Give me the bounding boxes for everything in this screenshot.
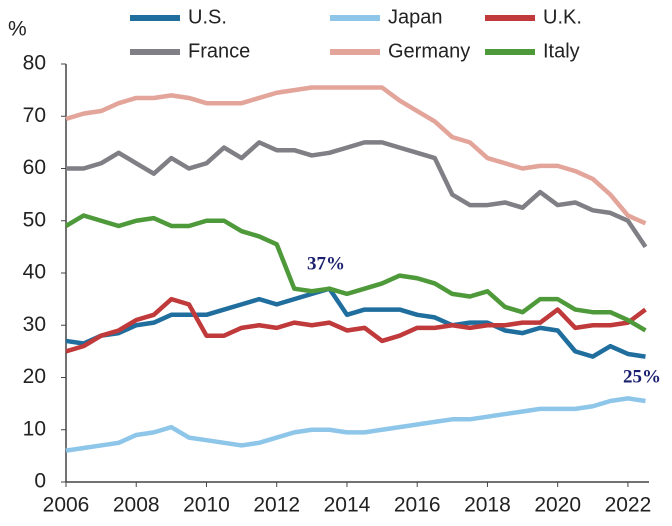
series-line — [65, 396, 646, 453]
y-tick-label: 70 — [23, 104, 46, 127]
series-line — [65, 296, 647, 354]
annotation: 25% — [623, 366, 661, 387]
legend-label: Italy — [543, 40, 580, 62]
x-tick-label: 2016 — [394, 494, 441, 517]
x-tick-label: 2010 — [183, 494, 230, 517]
legend-label: U.K. — [543, 6, 582, 28]
series-line — [66, 140, 648, 249]
x-tick-label: 2006 — [43, 494, 90, 517]
y-tick-label: 40 — [23, 261, 46, 284]
y-tick-label: 60 — [23, 156, 46, 179]
series-line — [65, 85, 647, 226]
y-tick-label: 20 — [23, 365, 46, 388]
y-tick-label: 10 — [23, 417, 46, 440]
series-line — [64, 213, 647, 333]
x-tick-label: 2022 — [605, 494, 652, 517]
legend-label: France — [188, 40, 250, 62]
y-tick-label: 0 — [34, 470, 46, 493]
legend-label: U.S. — [188, 6, 227, 28]
legend-label: Japan — [388, 6, 443, 28]
x-tick-label: 2018 — [464, 494, 511, 517]
y-tick-label: 80 — [23, 52, 46, 75]
y-axis-label: % — [8, 18, 27, 41]
y-tick-label: 30 — [23, 313, 46, 336]
series-line — [65, 286, 646, 359]
y-tick-label: 50 — [23, 208, 46, 231]
annotation: 37% — [307, 253, 345, 274]
x-tick-label: 2020 — [534, 494, 581, 517]
legend-label: Germany — [388, 40, 470, 62]
x-tick-label: 2012 — [253, 494, 300, 517]
x-tick-label: 2008 — [113, 494, 160, 517]
x-tick-label: 2014 — [324, 494, 371, 517]
